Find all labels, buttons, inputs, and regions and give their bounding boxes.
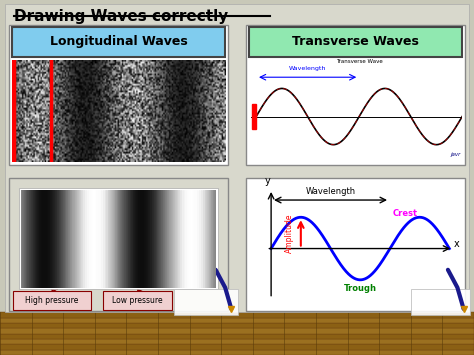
Text: Drawing Waves correctly: Drawing Waves correctly (14, 9, 228, 24)
Text: Amplitude: Amplitude (285, 213, 294, 253)
FancyBboxPatch shape (0, 312, 474, 318)
FancyBboxPatch shape (12, 27, 225, 57)
FancyBboxPatch shape (246, 178, 465, 311)
FancyBboxPatch shape (0, 350, 474, 355)
Text: Crest: Crest (393, 209, 418, 218)
FancyBboxPatch shape (0, 318, 474, 323)
FancyBboxPatch shape (19, 188, 218, 289)
FancyBboxPatch shape (9, 178, 228, 311)
FancyBboxPatch shape (411, 289, 470, 315)
FancyBboxPatch shape (0, 344, 474, 350)
Text: High pressure: High pressure (26, 296, 79, 305)
Text: Transverse Wave: Transverse Wave (336, 59, 383, 64)
Text: Transverse Waves: Transverse Waves (292, 35, 419, 48)
Text: x: x (454, 239, 460, 249)
FancyBboxPatch shape (174, 289, 238, 315)
Text: Trough: Trough (344, 284, 377, 293)
FancyBboxPatch shape (246, 25, 465, 165)
FancyBboxPatch shape (0, 334, 474, 339)
FancyBboxPatch shape (0, 323, 474, 328)
FancyBboxPatch shape (249, 27, 462, 57)
Bar (252, 104, 255, 129)
Text: Longitudinal Waves: Longitudinal Waves (50, 35, 187, 48)
FancyBboxPatch shape (103, 291, 172, 310)
FancyBboxPatch shape (13, 291, 91, 310)
Text: Wavelength: Wavelength (289, 66, 326, 71)
FancyBboxPatch shape (9, 25, 228, 165)
Text: Wavelength: Wavelength (305, 187, 356, 196)
FancyBboxPatch shape (0, 328, 474, 334)
Text: Low pressure: Low pressure (112, 296, 163, 305)
Text: y: y (264, 176, 270, 186)
Text: javr: javr (450, 152, 461, 157)
FancyBboxPatch shape (0, 339, 474, 344)
FancyBboxPatch shape (5, 4, 469, 312)
